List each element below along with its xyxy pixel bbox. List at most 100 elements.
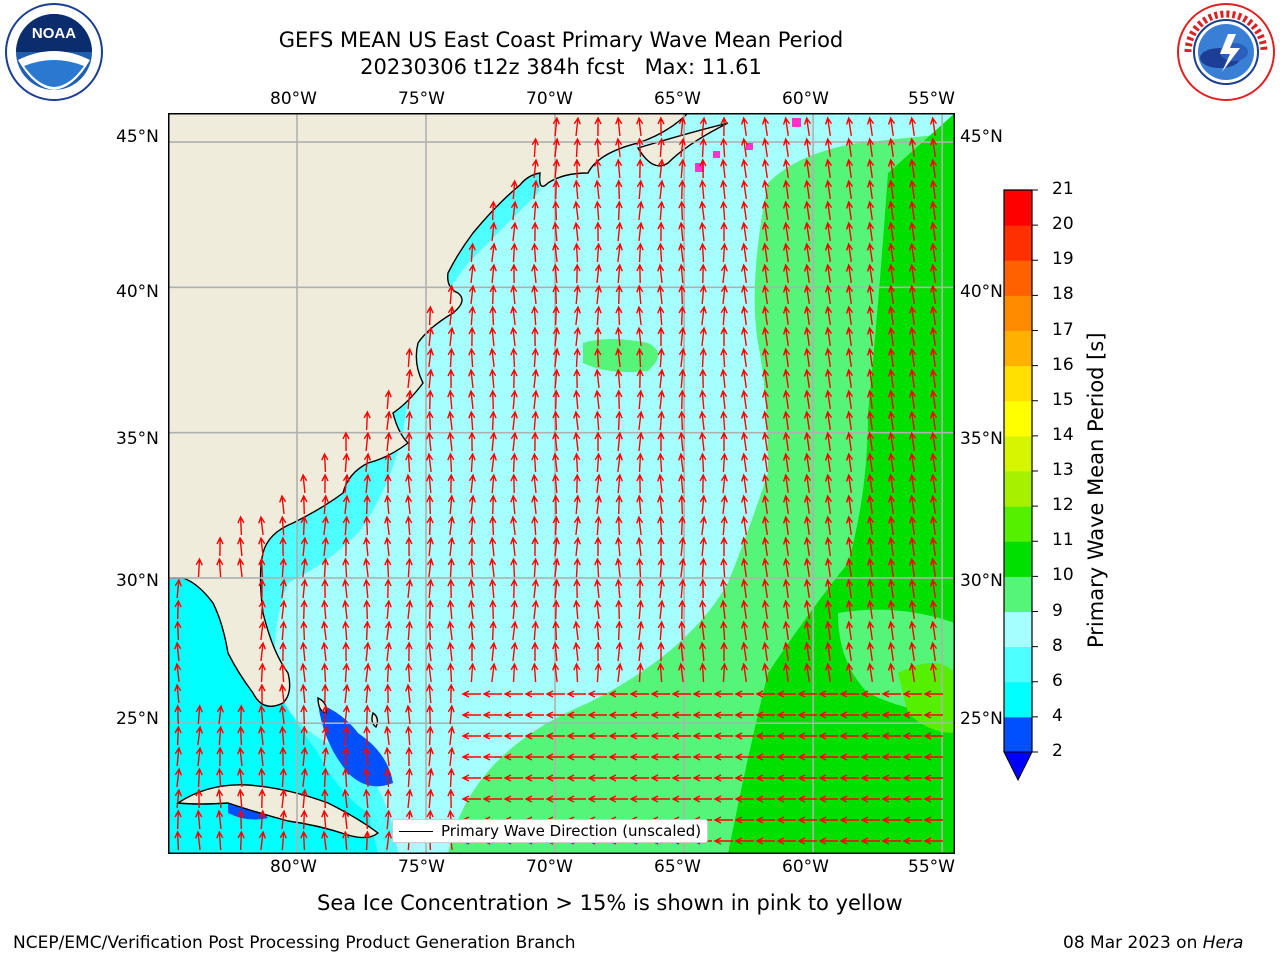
wave-arrow xyxy=(908,578,917,599)
wave-arrow xyxy=(902,816,922,824)
wave-arrow xyxy=(740,662,749,683)
wave-arrow xyxy=(447,368,455,389)
wave-arrow xyxy=(405,788,413,808)
wave-arrow xyxy=(552,473,560,494)
wave-arrow xyxy=(887,452,896,473)
wave-arrow xyxy=(216,746,224,767)
wave-arrow xyxy=(405,767,413,788)
wave-arrow xyxy=(824,263,833,284)
wave-arrow xyxy=(342,578,350,598)
wave-arrow xyxy=(902,795,922,803)
wave-arrow xyxy=(615,641,623,662)
wave-arrow xyxy=(761,431,770,452)
wave-arrow xyxy=(866,431,875,452)
wave-arrow xyxy=(384,767,392,788)
wave-arrow xyxy=(237,536,245,557)
wave-arrow xyxy=(636,200,644,220)
wave-arrow xyxy=(426,746,434,767)
wave-arrow xyxy=(887,389,896,410)
colorbar-tick-label: 15 xyxy=(1052,389,1074,410)
wave-arrow xyxy=(908,410,917,431)
wave-arrow xyxy=(615,599,623,620)
wave-arrow xyxy=(573,557,581,578)
wave-arrow xyxy=(573,116,581,136)
wave-arrow xyxy=(929,557,938,578)
wave-arrow xyxy=(468,431,476,452)
wave-arrow xyxy=(797,816,817,824)
wave-arrow xyxy=(195,788,203,809)
wave-arrow xyxy=(678,431,686,452)
top-lon-tick-75w: 75°W xyxy=(398,89,445,109)
wave-arrow xyxy=(447,704,455,725)
colorbar-tick-label: 17 xyxy=(1052,319,1074,340)
wave-arrow xyxy=(195,725,203,745)
wave-arrow xyxy=(608,753,628,761)
wave-arrow xyxy=(566,690,586,698)
wave-arrow xyxy=(405,620,413,641)
wave-arrow xyxy=(384,746,392,766)
wave-arrow xyxy=(447,662,455,683)
wave-arrow xyxy=(818,795,838,803)
wave-arrow xyxy=(279,515,287,536)
wave-arrow xyxy=(782,284,791,305)
wave-arrow xyxy=(929,179,938,200)
wave-arrow xyxy=(699,578,707,599)
wave-arrow xyxy=(740,599,749,620)
wave-arrow xyxy=(594,410,602,431)
wave-arrow xyxy=(887,368,896,389)
wave-arrow xyxy=(782,326,791,347)
wave-arrow xyxy=(720,263,728,283)
wave-arrow xyxy=(195,746,203,766)
wave-arrow xyxy=(845,200,854,221)
wave-arrow xyxy=(468,347,476,368)
wave-arrow xyxy=(761,137,770,158)
wave-arrow xyxy=(615,431,623,452)
wave-arrow xyxy=(615,326,623,347)
wave-arrow xyxy=(174,599,182,620)
wave-arrow xyxy=(699,263,707,284)
wave-arrow xyxy=(699,284,707,305)
wave-arrow xyxy=(887,137,896,158)
wave-arrow xyxy=(803,431,812,452)
wave-arrow xyxy=(740,515,749,536)
wave-arrow xyxy=(615,368,623,389)
wave-arrow xyxy=(300,809,308,830)
colorbar-segment xyxy=(1004,295,1032,332)
wave-arrow xyxy=(573,410,581,430)
wave-arrow xyxy=(279,767,287,788)
wave-arrow xyxy=(552,431,560,452)
wave-arrow xyxy=(573,389,581,410)
wave-arrow xyxy=(782,305,791,326)
wave-arrow xyxy=(405,452,413,473)
wave-arrow xyxy=(608,690,628,698)
wave-arrow xyxy=(489,494,497,515)
wave-arrow xyxy=(887,662,896,683)
wave-arrow xyxy=(699,641,707,662)
wave-arrow xyxy=(489,431,497,452)
wave-arrow xyxy=(845,410,854,431)
wave-arrow xyxy=(887,473,896,494)
wave-arrow xyxy=(587,795,607,803)
wave-arrow xyxy=(426,473,434,494)
colorbar-label: Primary Wave Mean Period [s] xyxy=(1084,332,1108,648)
wave-arrow xyxy=(615,221,623,242)
wave-arrow xyxy=(740,263,749,284)
left-lat-tick-35n: 35°N xyxy=(116,429,159,449)
wave-arrow xyxy=(740,410,749,431)
wave-arrow xyxy=(720,179,728,199)
wave-arrow xyxy=(321,767,329,788)
wave-arrow xyxy=(566,732,586,740)
wave-arrow xyxy=(258,578,266,599)
wave-arrow xyxy=(740,305,749,326)
wave-arrow xyxy=(461,795,481,803)
wave-arrow xyxy=(510,242,518,263)
wave-arrow xyxy=(461,690,481,698)
wave-arrow xyxy=(279,599,287,619)
wave-arrow xyxy=(510,515,518,535)
wave-arrow xyxy=(531,578,539,598)
wave-arrow xyxy=(447,641,455,661)
wave-arrow xyxy=(803,137,812,158)
wave-arrow xyxy=(405,347,413,368)
wave-arrow xyxy=(426,494,434,515)
wave-arrow xyxy=(782,200,791,221)
